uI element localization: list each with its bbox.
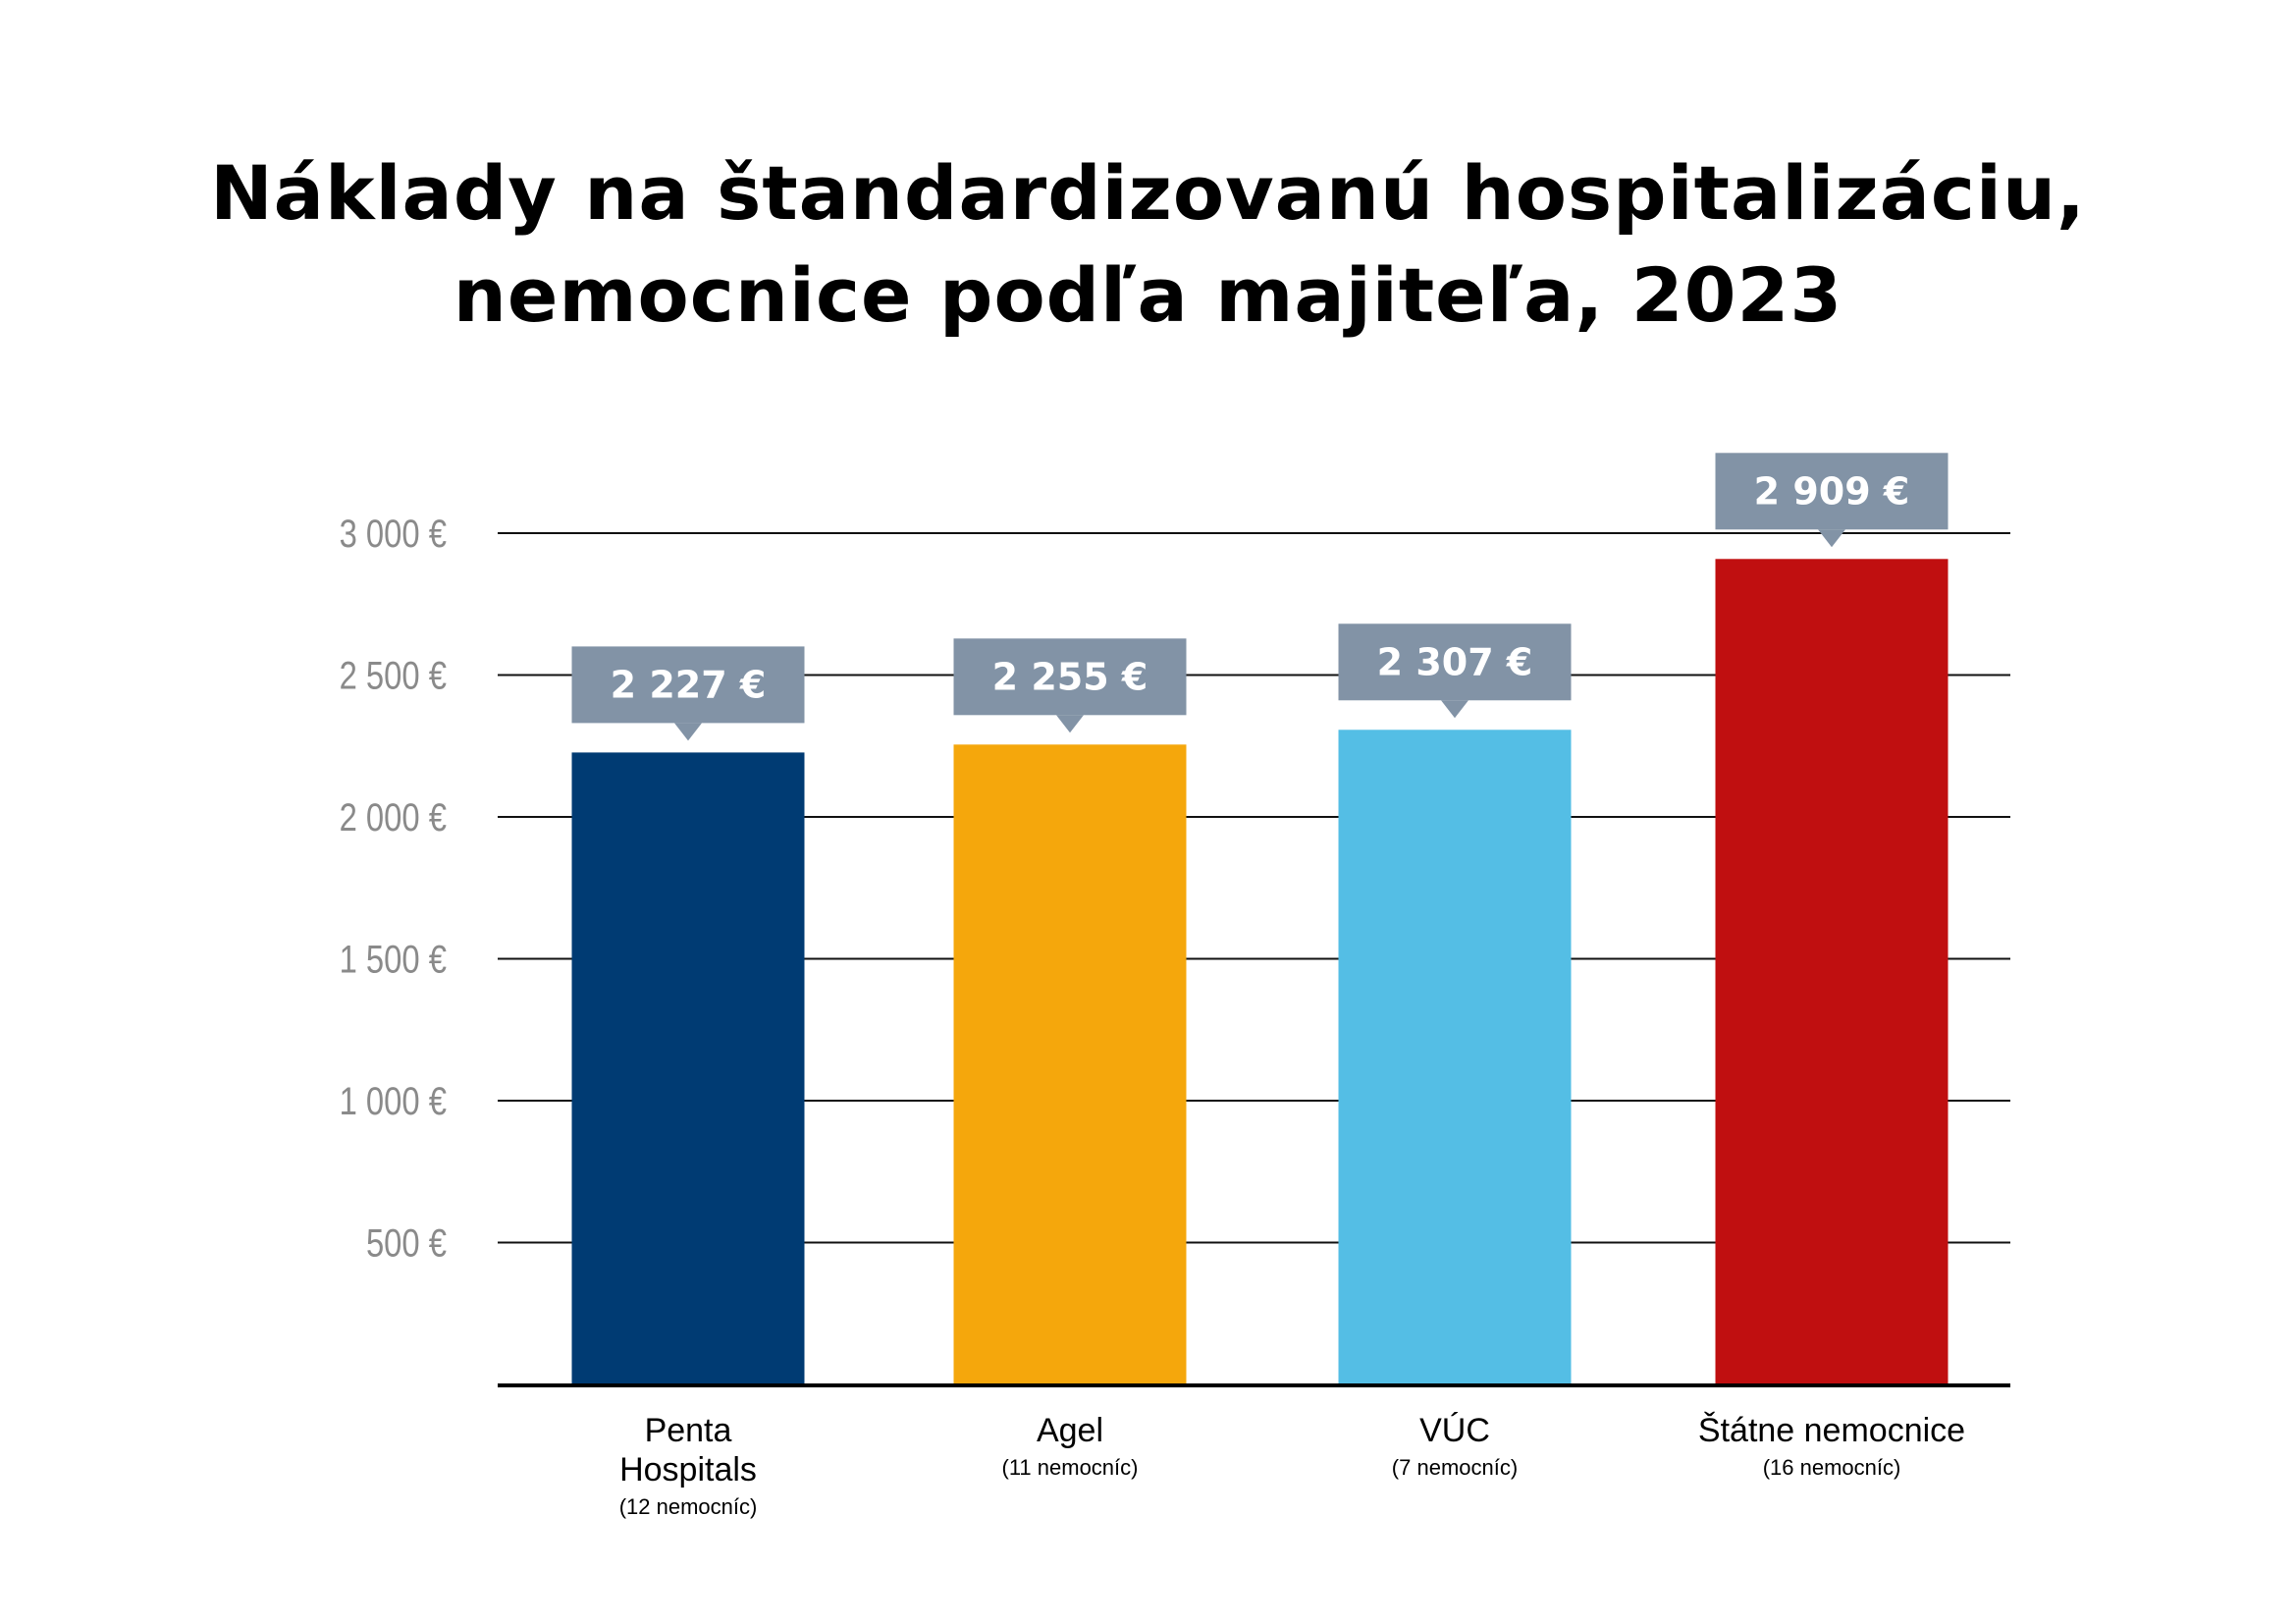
data-label-box <box>953 638 1187 716</box>
bar <box>953 744 1187 1384</box>
title-line-2: nemocnice podľa majiteľa, 2023 <box>453 251 1843 339</box>
bar <box>1338 730 1572 1384</box>
bar <box>571 752 805 1384</box>
category-label: Hospitals <box>619 1451 757 1489</box>
category-label: Penta <box>645 1412 732 1449</box>
data-label-pointer <box>674 723 702 741</box>
y-tick-label: 3 000 € <box>340 512 447 556</box>
data-label-box <box>1715 453 1949 530</box>
data-label: 2 307 € <box>1377 640 1533 683</box>
y-tick-label: 2 000 € <box>340 795 447 839</box>
y-tick-label: 2 500 € <box>340 653 447 697</box>
category-sublabel: (12 nemocníc) <box>619 1494 758 1519</box>
y-tick-label: 500 € <box>366 1220 447 1265</box>
bar <box>1715 559 1949 1384</box>
data-label: 2 255 € <box>992 655 1148 698</box>
data-label-pointer <box>1441 700 1468 719</box>
data-label-pointer <box>1056 715 1084 733</box>
data-label-box <box>1338 623 1572 701</box>
category-label: VÚC <box>1419 1412 1490 1449</box>
category-sublabel: (7 nemocníc) <box>1392 1455 1518 1480</box>
data-label-box <box>571 646 805 724</box>
data-label: 2 909 € <box>1754 469 1910 513</box>
data-label: 2 227 € <box>611 663 767 706</box>
category-label: Agel <box>1037 1412 1103 1449</box>
y-tick-label: 1 000 € <box>340 1079 447 1123</box>
chart-title: Náklady na štandardizovanú hospitalizáci… <box>0 142 2296 347</box>
category-label: Štátne nemocnice <box>1698 1412 1965 1449</box>
category-sublabel: (11 nemocníc) <box>1002 1455 1139 1480</box>
data-label-pointer <box>1818 529 1845 548</box>
category-sublabel: (16 nemocníc) <box>1763 1455 1901 1480</box>
y-tick-label: 1 500 € <box>340 937 447 981</box>
title-line-1: Náklady na štandardizovanú hospitalizáci… <box>210 149 2086 237</box>
